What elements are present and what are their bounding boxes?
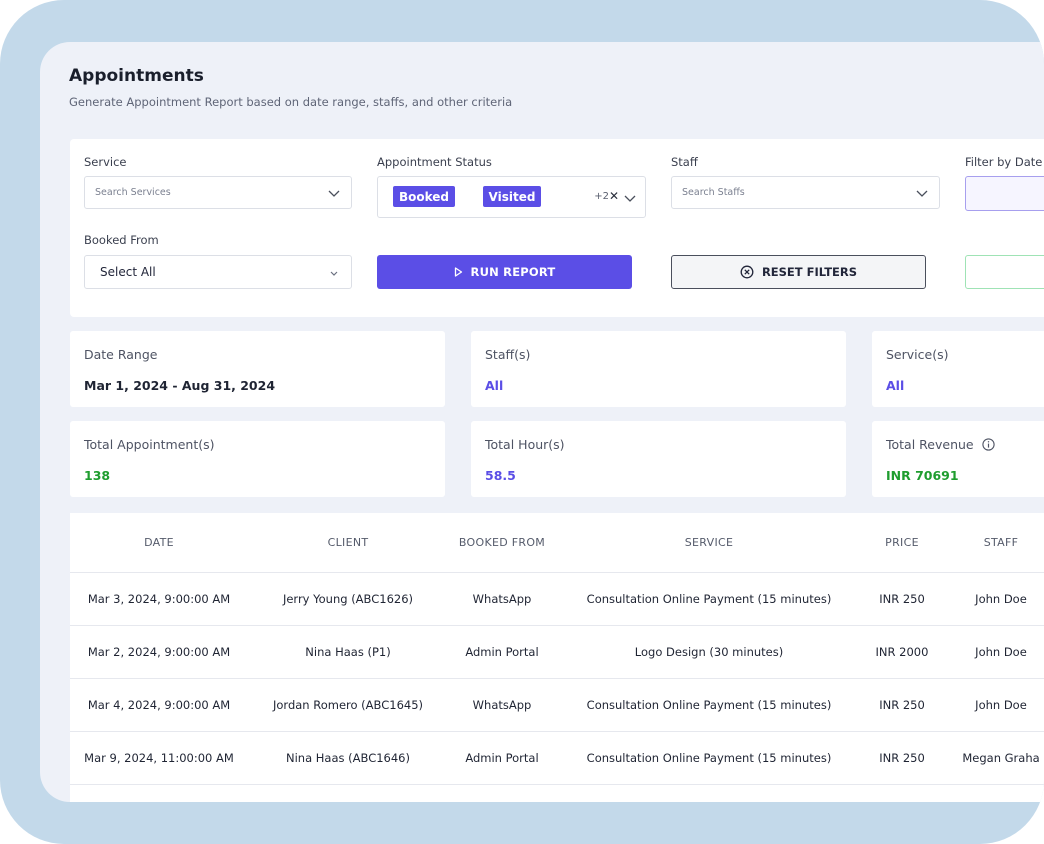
cell-client: Nina Haas (ABC1646) xyxy=(248,731,448,785)
cell-date: Mar 9, 2024, 11:00:00 AM xyxy=(70,731,248,785)
page-title: Appointments xyxy=(69,66,204,86)
cell-price: INR 2000 xyxy=(862,625,942,679)
column-header-price[interactable]: PRICE xyxy=(862,513,942,573)
booked-from-value: Select All xyxy=(100,265,156,279)
services-card: Service(s) All xyxy=(872,331,1044,407)
chevron-down-icon xyxy=(328,190,340,197)
circle-x-icon xyxy=(740,265,754,279)
staff-placeholder: Search Staffs xyxy=(682,187,745,198)
staffs-label: Staff(s) xyxy=(485,347,531,362)
cell-client: Jerry Young (ABC1626) xyxy=(248,572,448,626)
service-label: Service xyxy=(84,155,127,169)
export-button[interactable] xyxy=(965,255,1044,289)
total-appointments-card: Total Appointment(s) 138 xyxy=(70,421,445,497)
cell-booked-from: WhatsApp xyxy=(448,572,556,626)
reset-filters-label: RESET FILTERS xyxy=(761,265,858,279)
total-hours-label: Total Hour(s) xyxy=(485,437,565,452)
table-row[interactable]: Mar 2, 2024, 9:00:00 AM Nina Haas (P1) A… xyxy=(70,625,1044,679)
total-revenue-value: INR 70691 xyxy=(886,468,959,483)
status-chip-booked[interactable]: Booked xyxy=(393,186,455,207)
chevron-down-icon xyxy=(916,190,928,197)
chevron-down-icon xyxy=(624,195,636,202)
booked-from-label: Booked From xyxy=(84,233,159,247)
filter-by-date-label: Filter by Date xyxy=(965,155,1043,169)
booked-from-select[interactable]: Select All xyxy=(84,255,352,289)
date-range-label: Date Range xyxy=(84,347,158,362)
date-range-card: Date Range Mar 1, 2024 - Aug 31, 2024 xyxy=(70,331,445,407)
filter-panel: Service Search Services Appointment Stat… xyxy=(70,139,1044,317)
status-chip-visited[interactable]: Visited xyxy=(483,186,541,207)
app-screen: Appointments Generate Appointment Report… xyxy=(40,42,1044,802)
date-range-input[interactable] xyxy=(965,176,1044,211)
cell-booked-from: Admin Portal xyxy=(448,731,556,785)
reset-filters-button[interactable]: RESET FILTERS xyxy=(671,255,926,289)
total-appointments-value: 138 xyxy=(84,468,111,483)
total-revenue-label: Total Revenue xyxy=(886,437,974,452)
total-revenue-card: Total Revenue INR 70691 xyxy=(872,421,1044,497)
column-header-client[interactable]: CLIENT xyxy=(248,513,448,573)
total-hours-card: Total Hour(s) 58.5 xyxy=(471,421,846,497)
cell-service: Logo Design (30 minutes) xyxy=(556,625,862,679)
info-icon[interactable] xyxy=(981,438,995,451)
play-icon xyxy=(454,267,462,277)
staffs-card: Staff(s) All xyxy=(471,331,846,407)
chevron-down-icon xyxy=(330,271,338,276)
cell-date: Mar 3, 2024, 9:00:00 AM xyxy=(70,572,248,626)
column-header-service[interactable]: SERVICE xyxy=(556,513,862,573)
cell-price: INR 250 xyxy=(862,731,942,785)
appointment-status-select[interactable]: Booked Visited +2 ✕ xyxy=(377,176,646,218)
cell-price: INR 250 xyxy=(862,572,942,626)
table-header-row: DATE CLIENT BOOKED FROM SERVICE PRICE ST… xyxy=(70,513,1044,573)
page-subtitle: Generate Appointment Report based on dat… xyxy=(69,95,513,109)
cell-date: Mar 4, 2024, 9:00:00 AM xyxy=(70,678,248,732)
cell-price: INR 250 xyxy=(862,678,942,732)
cell-client: Jordan Romero (ABC1645) xyxy=(248,678,448,732)
column-header-date[interactable]: DATE xyxy=(70,513,248,573)
service-select[interactable]: Search Services xyxy=(84,176,352,209)
total-revenue-label-wrap: Total Revenue xyxy=(886,437,995,452)
cell-booked-from: Admin Portal xyxy=(448,625,556,679)
column-header-booked-from[interactable]: BOOKED FROM xyxy=(448,513,556,573)
cell-staff: John Doe xyxy=(942,678,1044,732)
date-range-value: Mar 1, 2024 - Aug 31, 2024 xyxy=(84,378,276,393)
clear-icon[interactable]: ✕ xyxy=(608,189,619,203)
cell-booked-from: WhatsApp xyxy=(448,678,556,732)
staff-label: Staff xyxy=(671,155,698,169)
cell-service: Consultation Online Payment (15 minutes) xyxy=(556,731,862,785)
staff-select[interactable]: Search Staffs xyxy=(671,176,940,209)
cell-staff: Megan Graha xyxy=(942,731,1044,785)
run-report-label: RUN REPORT xyxy=(470,265,556,279)
table-row[interactable]: Mar 4, 2024, 9:00:00 AM Jordan Romero (A… xyxy=(70,678,1044,732)
cell-staff: John Doe xyxy=(942,625,1044,679)
run-report-button[interactable]: RUN REPORT xyxy=(377,255,632,289)
table-row[interactable]: Mar 3, 2024, 9:00:00 AM Jerry Young (ABC… xyxy=(70,572,1044,626)
appointments-table: DATE CLIENT BOOKED FROM SERVICE PRICE ST… xyxy=(70,513,1044,802)
total-hours-value: 58.5 xyxy=(485,468,516,483)
cell-client: Nina Haas (P1) xyxy=(248,625,448,679)
service-placeholder: Search Services xyxy=(95,187,171,198)
more-count-badge: +2 xyxy=(594,191,609,202)
cell-staff: John Doe xyxy=(942,572,1044,626)
column-header-staff[interactable]: STAFF xyxy=(942,513,1044,573)
staffs-value: All xyxy=(485,378,504,393)
services-label: Service(s) xyxy=(886,347,949,362)
appointment-status-label: Appointment Status xyxy=(377,155,492,169)
cell-date: Mar 2, 2024, 9:00:00 AM xyxy=(70,625,248,679)
total-appointments-label: Total Appointment(s) xyxy=(84,437,215,452)
cell-service: Consultation Online Payment (15 minutes) xyxy=(556,572,862,626)
cell-service: Consultation Online Payment (15 minutes) xyxy=(556,678,862,732)
services-value: All xyxy=(886,378,905,393)
table-row[interactable]: Mar 9, 2024, 11:00:00 AM Nina Haas (ABC1… xyxy=(70,731,1044,785)
